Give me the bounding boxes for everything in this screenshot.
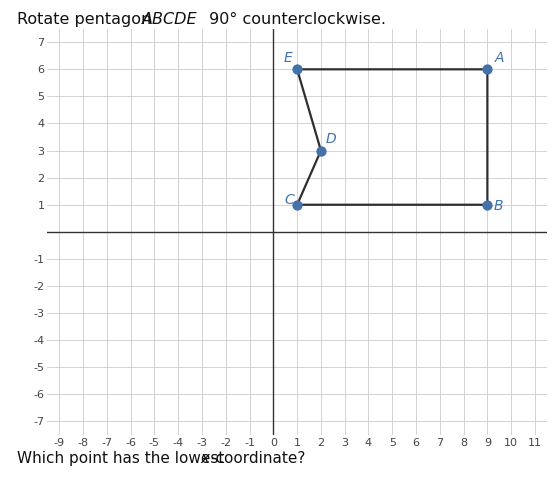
Text: D: D xyxy=(326,132,336,146)
Text: x: x xyxy=(201,451,210,466)
Text: 90° counterclockwise.: 90° counterclockwise. xyxy=(204,12,386,27)
Text: Rotate pentagon: Rotate pentagon xyxy=(17,12,156,27)
Text: ABCDE: ABCDE xyxy=(142,12,198,27)
Point xyxy=(292,201,301,208)
Point xyxy=(316,147,325,154)
Point xyxy=(483,65,492,73)
Point xyxy=(292,65,301,73)
Text: -coordinate?: -coordinate? xyxy=(210,451,305,466)
Text: E: E xyxy=(284,51,293,65)
Text: Which point has the lowest: Which point has the lowest xyxy=(17,451,229,466)
Point xyxy=(483,201,492,208)
Text: A: A xyxy=(494,51,504,65)
Text: B: B xyxy=(493,199,503,213)
Text: C: C xyxy=(284,194,294,207)
